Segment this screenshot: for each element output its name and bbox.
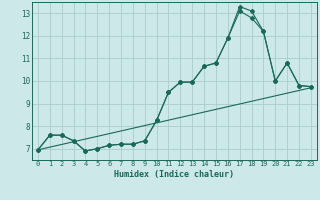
X-axis label: Humidex (Indice chaleur): Humidex (Indice chaleur): [115, 170, 234, 179]
